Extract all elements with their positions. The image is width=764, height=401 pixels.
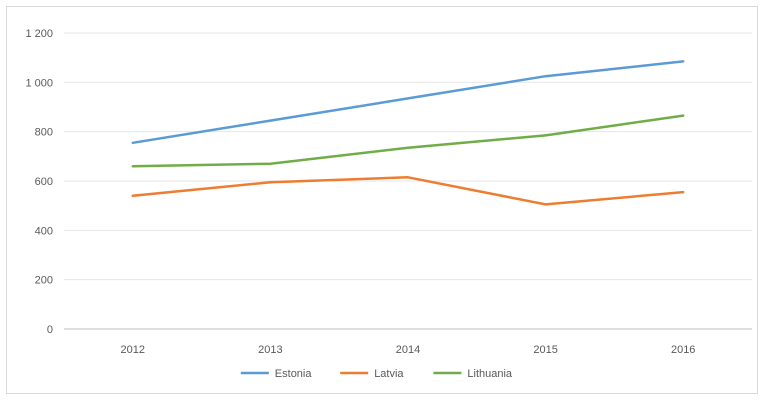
- y-tick-label: 800: [35, 127, 53, 139]
- y-tick-label: 1 200: [25, 28, 53, 40]
- chart-frame: 0 200 400 600 800 1 000 1 200 2012 2013 2014 2015 2…: [6, 6, 758, 394]
- x-tick-label: 2013: [258, 344, 282, 356]
- series-line-latvia: [131, 176, 685, 206]
- y-tick-label: 600: [35, 176, 53, 188]
- x-tick-label: 2016: [671, 344, 695, 356]
- series-line-lithuania: [131, 114, 685, 168]
- x-tick-label: 2012: [121, 344, 145, 356]
- y-tick-label: 0: [47, 324, 53, 336]
- legend-label-lithuania: Lithuania: [467, 368, 513, 380]
- legend-label-latvia: Latvia: [374, 368, 404, 380]
- x-tick-label: 2015: [533, 344, 557, 356]
- y-tick-label: 200: [35, 275, 53, 287]
- series-line-estonia: [131, 60, 685, 145]
- y-tick-label: 1 000: [25, 77, 53, 89]
- legend-label-estonia: Estonia: [275, 368, 313, 380]
- line-chart: 0 200 400 600 800 1 000 1 200 2012 2013 2014 2015 2…: [25, 28, 752, 380]
- y-tick-label: 400: [35, 225, 53, 237]
- x-tick-label: 2014: [396, 344, 420, 356]
